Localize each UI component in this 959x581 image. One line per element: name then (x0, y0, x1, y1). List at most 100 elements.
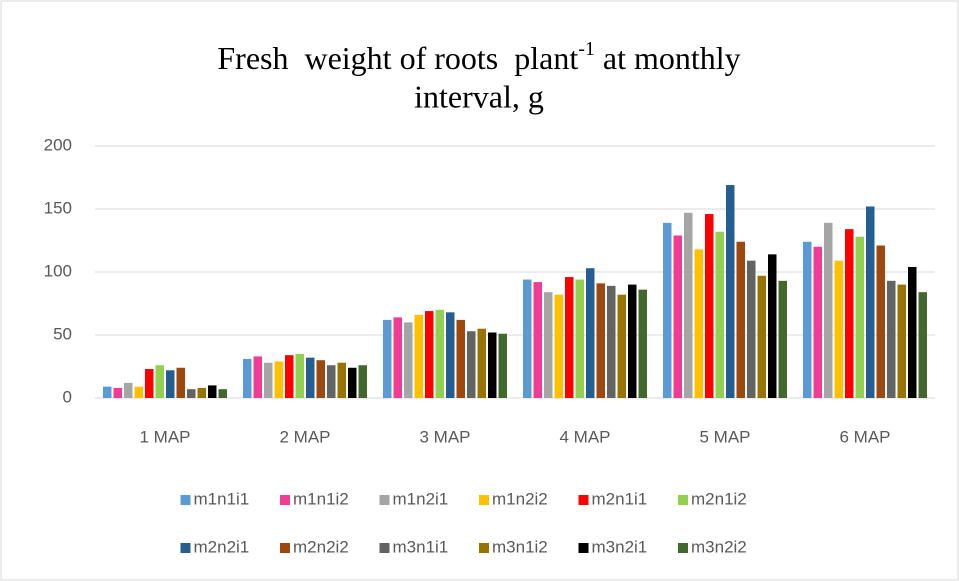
bar (498, 333, 507, 398)
bar (187, 389, 196, 398)
bar (845, 229, 854, 398)
bar (544, 292, 553, 398)
bar (103, 386, 112, 398)
legend-swatch (180, 495, 191, 505)
bar (435, 309, 444, 398)
bar (197, 387, 206, 398)
bar (523, 279, 532, 398)
chart-title: Fresh weight of roots plant-1 at monthly (217, 38, 740, 77)
bar (176, 367, 185, 398)
bar (684, 212, 693, 398)
bar (897, 284, 906, 398)
legend-label: m2n1i2 (691, 489, 747, 508)
bar (813, 246, 822, 398)
legend-label: m1n1i1 (194, 489, 250, 508)
bar (488, 332, 497, 398)
bar (358, 365, 367, 398)
bar (456, 319, 465, 398)
bar (414, 314, 423, 398)
title-text: at monthly (595, 40, 741, 76)
legend-label: m3n2i2 (691, 537, 747, 556)
bar (554, 294, 563, 398)
legend-label: m3n2i1 (592, 537, 648, 556)
bar (866, 206, 875, 398)
title-text: Fresh weight of roots plant (217, 40, 578, 76)
legend-label: m2n2i2 (293, 537, 349, 556)
x-tick-label: 5 MAP (699, 427, 750, 446)
bar (337, 362, 346, 398)
bar (264, 362, 273, 398)
x-tick-label: 4 MAP (559, 427, 610, 446)
bar (778, 280, 787, 398)
legend-swatch (678, 543, 688, 553)
bar (393, 317, 402, 398)
y-tick-label: 100 (44, 261, 72, 280)
bar (243, 358, 252, 398)
bar (316, 360, 325, 398)
bar (285, 355, 294, 398)
legend-swatch (379, 495, 390, 505)
bar (274, 361, 283, 398)
y-tick-label: 50 (53, 324, 72, 343)
bar (726, 185, 735, 398)
bar (596, 283, 605, 398)
legend-swatch (180, 543, 191, 553)
bar (134, 386, 143, 398)
bar (565, 277, 574, 398)
legend-swatch (280, 495, 290, 505)
bar (768, 254, 777, 398)
bar (166, 370, 175, 398)
bar (327, 365, 336, 398)
bar (628, 284, 637, 398)
y-tick-label: 0 (63, 387, 72, 406)
bar (705, 214, 714, 398)
bar (383, 319, 392, 398)
y-tick-label: 200 (44, 135, 72, 154)
bar (477, 328, 486, 398)
bar (253, 356, 262, 398)
bar (113, 387, 122, 398)
legend-swatch (479, 543, 489, 553)
title-superscript: -1 (578, 38, 595, 60)
bar (855, 236, 864, 398)
legend-label: m1n1i2 (293, 489, 349, 508)
bar (824, 222, 833, 398)
bar (607, 285, 616, 398)
bar (155, 365, 164, 398)
bar (876, 245, 885, 398)
bar (638, 289, 647, 398)
bar (736, 241, 745, 398)
bar (673, 235, 682, 398)
bar (295, 353, 304, 398)
legend-label: m3n1i1 (393, 537, 449, 556)
bar (918, 292, 927, 398)
bar (348, 367, 357, 398)
y-tick-label: 150 (44, 198, 72, 217)
legend-label: m1n2i1 (393, 489, 449, 508)
legend-label: m3n1i2 (492, 537, 548, 556)
bar (124, 382, 133, 398)
bar (145, 369, 154, 398)
legend-swatch (479, 495, 489, 505)
legend-swatch (379, 543, 390, 553)
bar (663, 222, 672, 398)
bar (887, 280, 896, 398)
bar (715, 231, 724, 398)
bar (586, 268, 595, 398)
legend-swatch (578, 495, 589, 505)
bar (694, 249, 703, 398)
bar (446, 312, 455, 398)
bar (834, 260, 843, 398)
legend-label: m2n1i1 (592, 489, 648, 508)
legend-swatch (280, 543, 290, 553)
legend-swatch (678, 495, 688, 505)
bar (467, 331, 476, 398)
bar (306, 357, 315, 398)
chart-title: interval, g (414, 78, 544, 114)
bar (617, 294, 626, 398)
x-tick-label: 1 MAP (139, 427, 190, 446)
x-tick-label: 2 MAP (279, 427, 330, 446)
bar (425, 311, 434, 398)
